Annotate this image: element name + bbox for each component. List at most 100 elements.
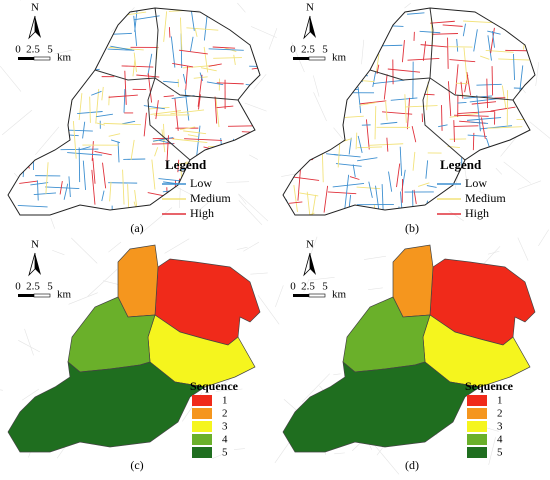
road bbox=[249, 20, 285, 23]
road bbox=[458, 187, 459, 205]
road bbox=[256, 108, 258, 141]
panel-label: (a) bbox=[130, 221, 143, 235]
background-street bbox=[251, 26, 277, 37]
road bbox=[347, 14, 350, 34]
background-street bbox=[333, 374, 340, 375]
road bbox=[248, 148, 251, 183]
legend-label: 2 bbox=[497, 408, 503, 420]
road bbox=[382, 11, 395, 12]
road bbox=[512, 187, 540, 189]
background-street bbox=[2, 110, 32, 135]
background-street bbox=[258, 295, 279, 324]
road bbox=[11, 9, 26, 12]
legend-label: 4 bbox=[497, 434, 503, 446]
legend-label: 3 bbox=[497, 421, 503, 433]
road bbox=[512, 141, 515, 169]
background-street bbox=[504, 162, 531, 183]
road bbox=[399, 210, 419, 213]
background-street bbox=[361, 40, 363, 64]
background-street bbox=[239, 194, 247, 204]
road bbox=[20, 146, 28, 148]
road bbox=[509, 154, 535, 155]
road bbox=[77, 212, 87, 213]
background-street bbox=[25, 329, 34, 355]
background-street bbox=[237, 247, 248, 249]
background-street bbox=[536, 62, 539, 86]
north-label: N bbox=[31, 239, 39, 251]
legend-label: Medium bbox=[190, 191, 231, 205]
background-street bbox=[238, 194, 268, 221]
road bbox=[527, 12, 538, 15]
legend-label: Medium bbox=[465, 191, 506, 205]
road bbox=[509, 216, 513, 243]
road bbox=[506, 5, 516, 8]
scale-unit: km bbox=[332, 289, 347, 301]
background-street bbox=[489, 437, 496, 465]
background-street bbox=[179, 188, 180, 208]
background-street bbox=[143, 207, 172, 231]
scale-label: 2.5 bbox=[26, 44, 40, 56]
north-label: N bbox=[306, 239, 314, 251]
road bbox=[336, 47, 361, 49]
road bbox=[27, 83, 28, 106]
road bbox=[30, 68, 50, 72]
scale-label: 0 bbox=[15, 44, 21, 56]
background-street bbox=[250, 273, 267, 274]
road bbox=[295, 23, 306, 25]
road bbox=[301, 87, 305, 104]
road bbox=[516, 205, 526, 206]
road bbox=[507, 14, 517, 17]
background-street bbox=[0, 385, 3, 391]
scale-label: 2.5 bbox=[301, 44, 315, 56]
road bbox=[442, 105, 443, 131]
road bbox=[302, 64, 318, 67]
legend-swatch bbox=[192, 421, 212, 432]
background-street bbox=[69, 293, 98, 305]
road bbox=[258, 49, 267, 52]
scale-label: 5 bbox=[47, 44, 53, 56]
road bbox=[287, 79, 290, 95]
district bbox=[393, 245, 433, 317]
legend-title: Sequence bbox=[190, 379, 239, 393]
road bbox=[533, 164, 550, 166]
scale-unit: km bbox=[57, 52, 72, 64]
road bbox=[27, 138, 60, 142]
background-street bbox=[0, 66, 21, 91]
road bbox=[511, 212, 514, 242]
road bbox=[505, 158, 537, 159]
background-street bbox=[375, 446, 399, 475]
legend-title: Sequence bbox=[465, 379, 514, 393]
background-street bbox=[226, 182, 249, 183]
road bbox=[289, 81, 315, 83]
background-street bbox=[165, 239, 190, 254]
road bbox=[167, 215, 169, 226]
legend-swatch bbox=[467, 421, 487, 432]
scale-label: 2.5 bbox=[301, 281, 315, 293]
road bbox=[500, 152, 535, 155]
north-arrow bbox=[304, 16, 310, 38]
legend-label: 5 bbox=[497, 447, 503, 459]
background-street bbox=[538, 230, 548, 246]
road bbox=[523, 91, 550, 94]
legend-swatch bbox=[192, 408, 212, 419]
background-street bbox=[249, 155, 258, 160]
scale-unit: km bbox=[332, 52, 347, 64]
road bbox=[215, 151, 228, 154]
road bbox=[526, 89, 528, 100]
legend-swatch bbox=[192, 434, 212, 445]
road bbox=[288, 126, 289, 160]
north-label: N bbox=[306, 2, 314, 14]
road bbox=[295, 127, 296, 139]
legend-label: Low bbox=[465, 176, 487, 190]
road bbox=[524, 142, 526, 160]
north-arrow bbox=[35, 253, 41, 275]
legend-title: Legend bbox=[165, 157, 207, 172]
scale-bar bbox=[18, 294, 34, 297]
road bbox=[13, 36, 14, 49]
road bbox=[298, 127, 335, 131]
road bbox=[315, 91, 319, 112]
district bbox=[118, 245, 158, 317]
background-street bbox=[364, 256, 386, 259]
road bbox=[308, 119, 324, 122]
